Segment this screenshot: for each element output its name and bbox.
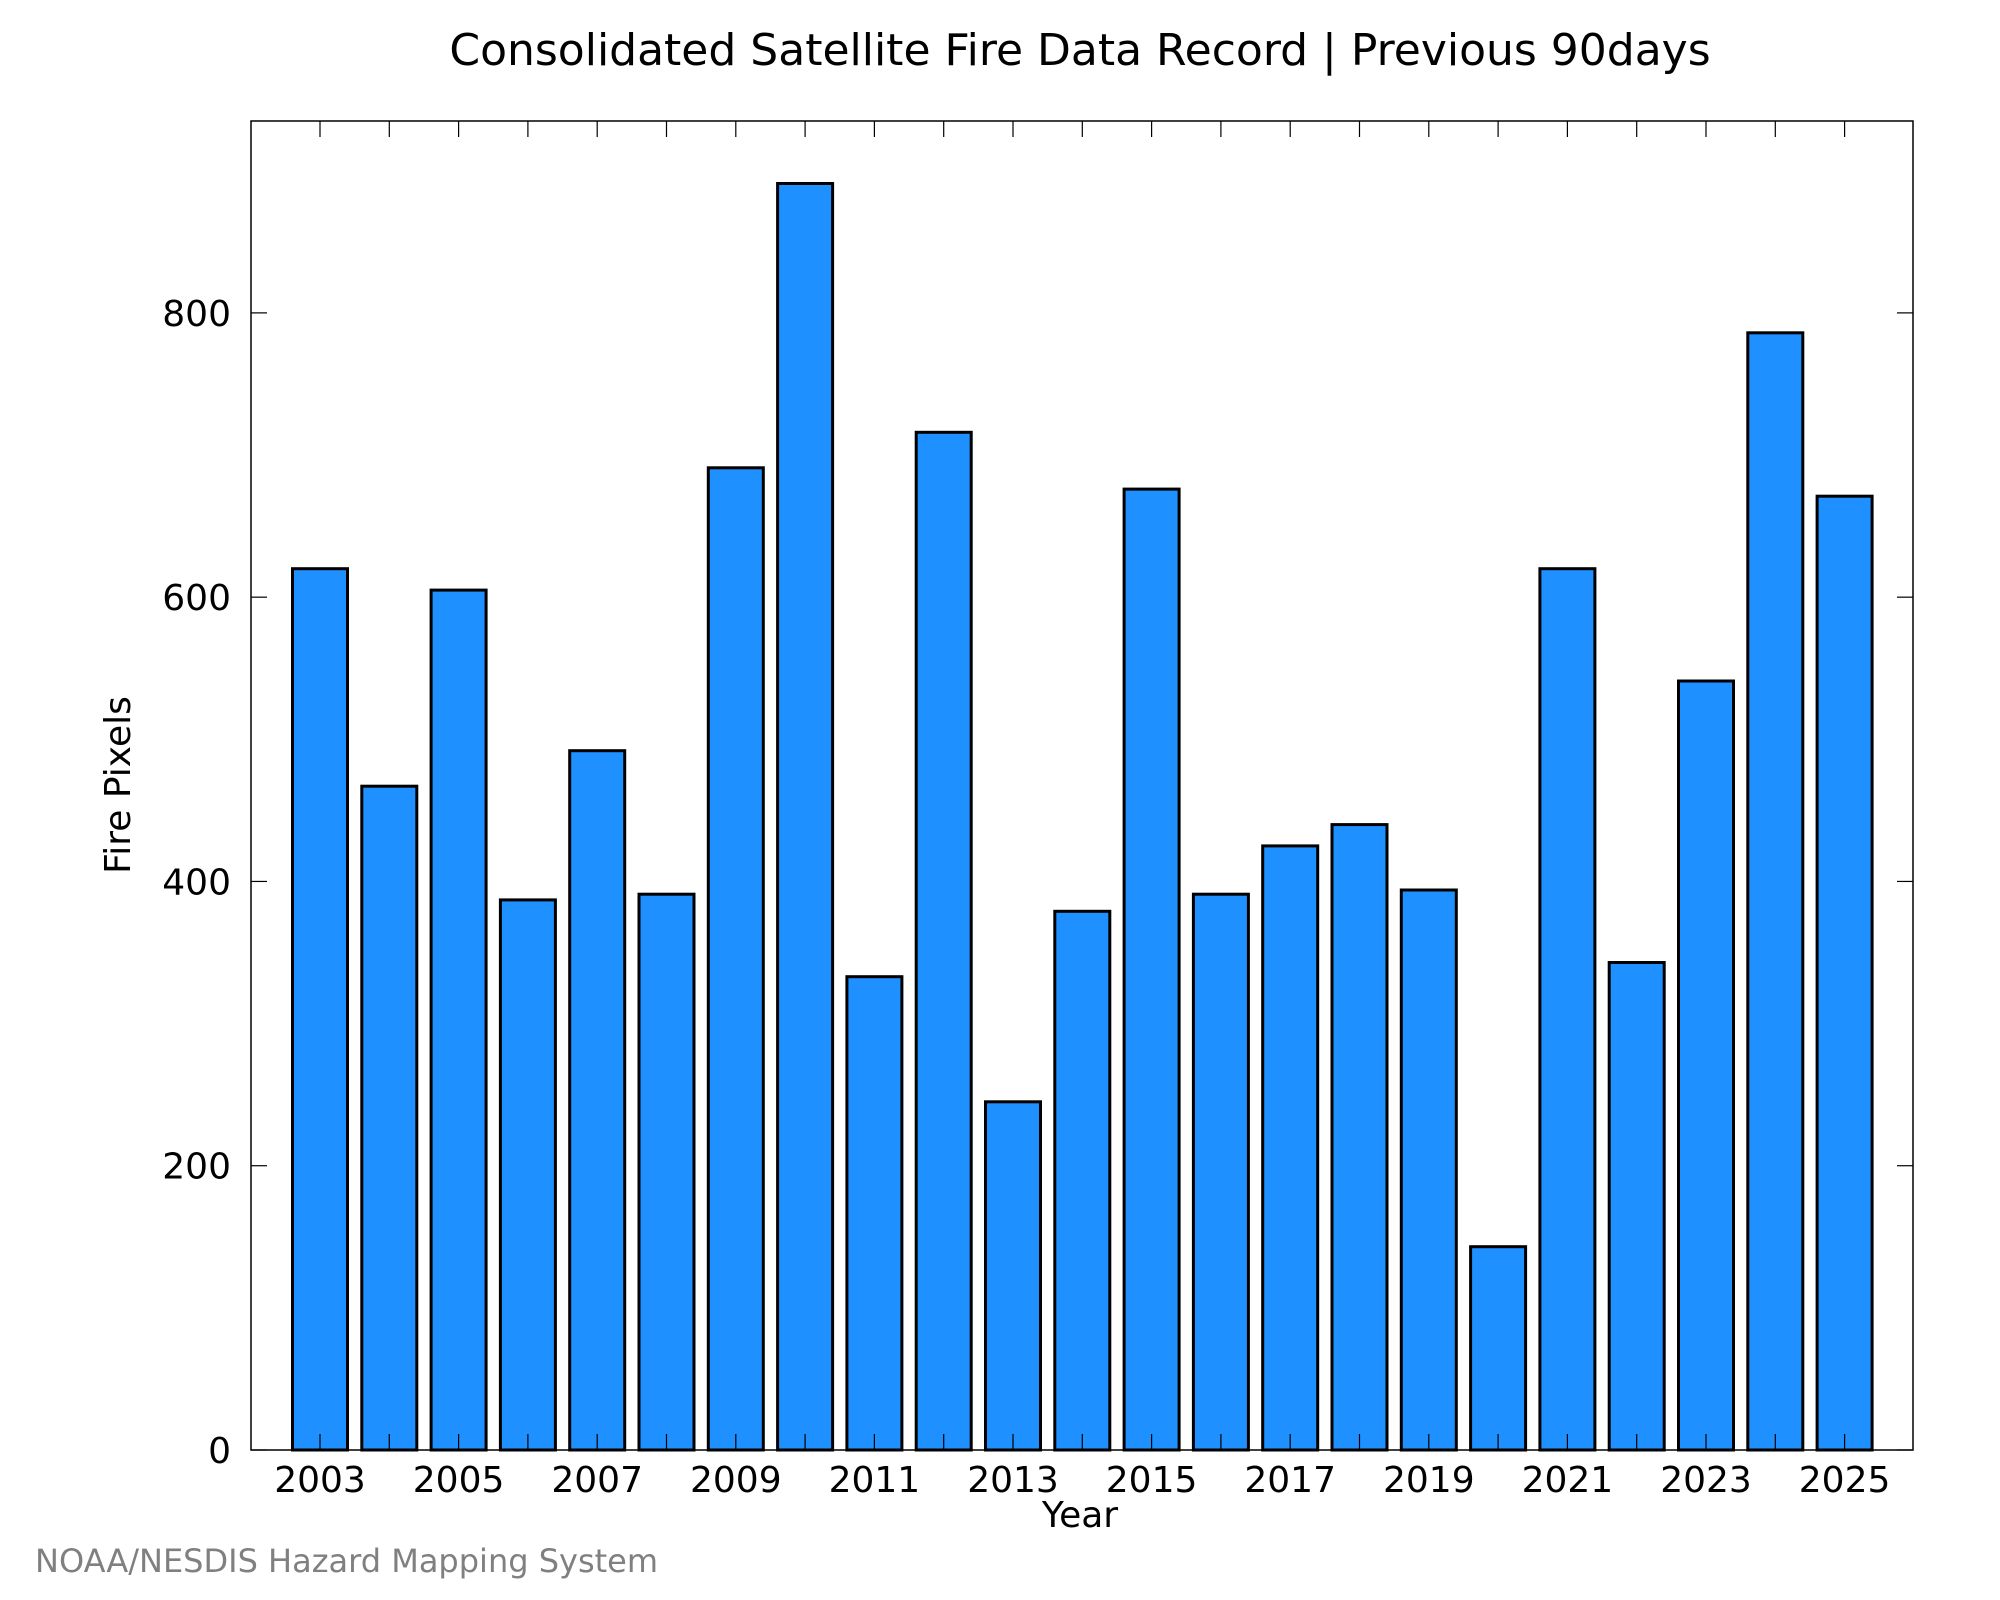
y-tick-label-0: 0 [208, 1431, 231, 1472]
credit-text: NOAA/NESDIS Hazard Mapping System [35, 1542, 658, 1580]
bar-2007 [568, 749, 627, 1452]
bar-2022 [1607, 961, 1666, 1452]
x-tick-label-2013: 2013 [967, 1460, 1059, 1501]
chart-title: Consolidated Satellite Fire Data Record … [449, 25, 1710, 76]
bar-2020 [1469, 1245, 1528, 1452]
bar-2023 [1677, 679, 1735, 1452]
ticks-group: 0 200 400 600 800 2003 2005 2007 2009 2011 2013 201… [162, 121, 1913, 1501]
bar-2006 [498, 898, 557, 1452]
x-tick-label-2023: 2023 [1660, 1460, 1752, 1501]
x-tick-label-2019: 2019 [1383, 1460, 1475, 1501]
y-tick-label-600: 600 [162, 578, 231, 619]
bar-2008 [637, 892, 696, 1452]
bar-2025 [1815, 494, 1874, 1452]
bar-2003 [291, 567, 349, 1452]
x-axis-label: Year [1041, 1495, 1118, 1536]
bar-2015 [1122, 487, 1181, 1452]
x-tick-label-2009: 2009 [690, 1460, 782, 1501]
bar-2012 [914, 430, 973, 1452]
x-tick-label-2011: 2011 [829, 1460, 921, 1501]
bar-2009 [706, 466, 765, 1452]
x-tick-label-2005: 2005 [413, 1460, 505, 1501]
bar-2004 [360, 784, 419, 1452]
bar-2014 [1053, 909, 1112, 1452]
bar-2019 [1399, 888, 1458, 1452]
x-tick-label-2025: 2025 [1799, 1460, 1891, 1501]
bar-2016 [1191, 892, 1250, 1452]
y-tick-label-400: 400 [162, 862, 231, 903]
x-tick-label-2021: 2021 [1522, 1460, 1614, 1501]
bar-2013 [984, 1100, 1042, 1452]
x-tick-label-2017: 2017 [1244, 1460, 1336, 1501]
bar-2010 [776, 182, 835, 1452]
bar-2018 [1330, 823, 1389, 1452]
y-axis-label: Fire Pixels [98, 696, 139, 874]
bar-2017 [1261, 844, 1320, 1452]
x-tick-label-2007: 2007 [551, 1460, 643, 1501]
bar-2024 [1746, 331, 1805, 1452]
bar-2021 [1538, 567, 1597, 1452]
plot-frame [250, 120, 1914, 1451]
x-tick-label-2003: 2003 [274, 1460, 366, 1501]
y-tick-label-200: 200 [162, 1147, 231, 1188]
bars-group [291, 182, 1874, 1452]
y-tick-label-800: 800 [162, 294, 231, 335]
x-tick-label-2015: 2015 [1106, 1460, 1198, 1501]
bar-2005 [429, 588, 488, 1452]
bar-2011 [845, 975, 904, 1452]
